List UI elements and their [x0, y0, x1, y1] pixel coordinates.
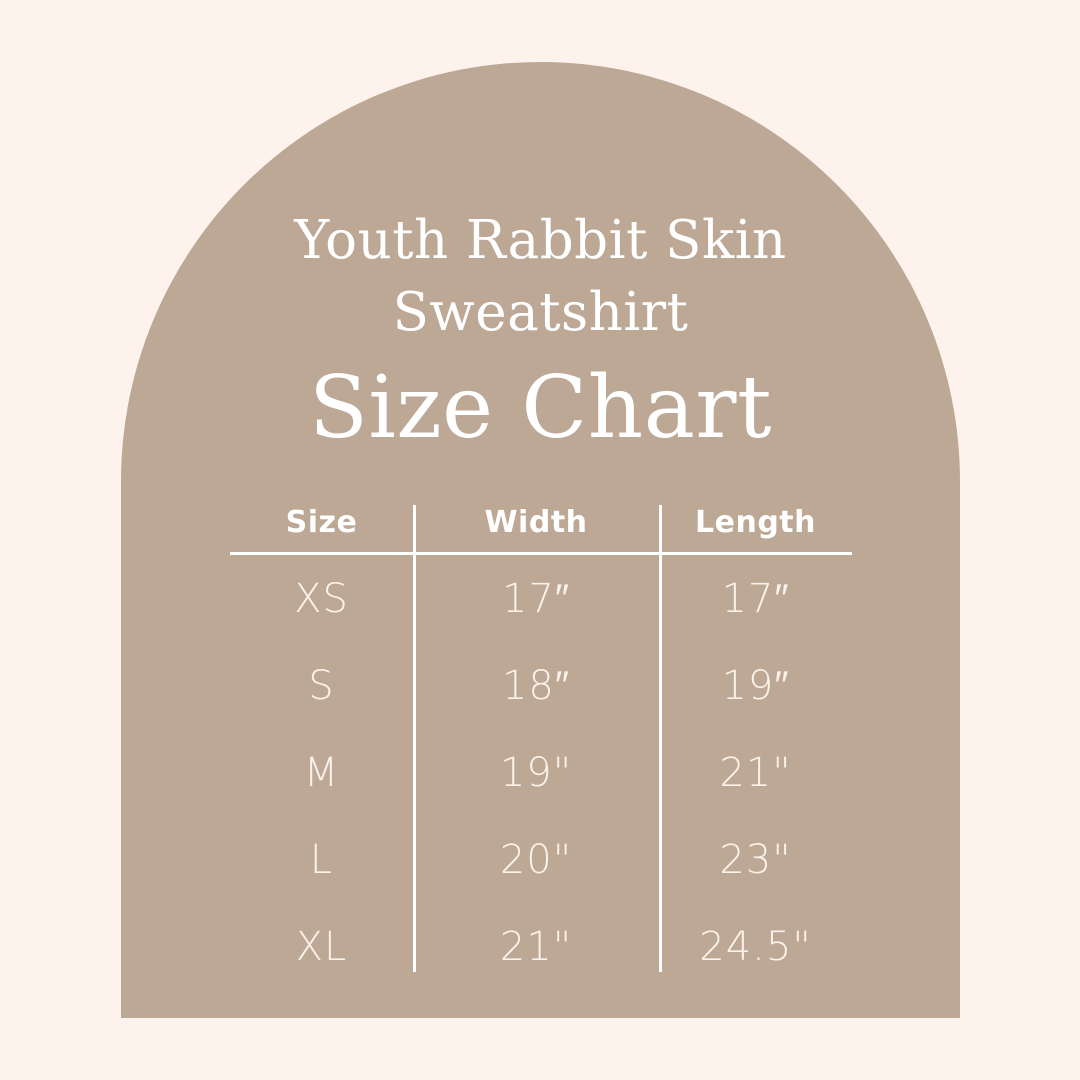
table-header-row: Size Width Length — [230, 492, 852, 552]
cell-width: 20" — [499, 836, 573, 883]
cell-size: XS — [294, 575, 349, 622]
column-header-width: Width — [484, 504, 588, 540]
table-row: S 18″ 19″ — [230, 642, 852, 729]
cell-width: 21" — [499, 923, 573, 970]
cell-length: 21" — [719, 749, 792, 796]
product-title-block: Youth Rabbit Skin Sweatshirt — [121, 205, 960, 349]
cell-width: 18″ — [501, 662, 571, 709]
cell-width: 17″ — [501, 575, 571, 622]
cell-size: XL — [295, 923, 348, 970]
cell-length: 19″ — [721, 662, 790, 709]
table-row: M 19" 21" — [230, 729, 852, 816]
cell-size: L — [309, 836, 334, 883]
cell-length: 24.5" — [699, 923, 812, 970]
product-title-line-2: Sweatshirt — [392, 282, 689, 343]
column-header-length: Length — [695, 504, 816, 540]
cell-length: 17″ — [721, 575, 790, 622]
table-body: XS 17″ 17″ S 18″ 19″ M 19" 21" L 20" 23"… — [230, 555, 852, 990]
cell-size: S — [308, 662, 335, 709]
table-row: L 20" 23" — [230, 816, 852, 903]
size-chart-table: Size Width Length XS 17″ 17″ S 18″ 19″ M… — [230, 492, 852, 984]
cell-size: M — [303, 749, 340, 796]
product-title-line-1: Youth Rabbit Skin — [294, 210, 787, 271]
cell-length: 23" — [719, 836, 792, 883]
table-row: XS 17″ 17″ — [230, 555, 852, 642]
cell-width: 19" — [499, 749, 573, 796]
chart-title: Size Chart — [308, 358, 773, 458]
column-divider-line-1 — [413, 505, 416, 972]
column-header-size: Size — [285, 504, 358, 540]
table-row: XL 21" 24.5" — [230, 903, 852, 990]
header-divider-line — [230, 552, 852, 555]
arch-background-shape — [121, 62, 960, 1018]
column-divider-line-2 — [659, 505, 662, 972]
